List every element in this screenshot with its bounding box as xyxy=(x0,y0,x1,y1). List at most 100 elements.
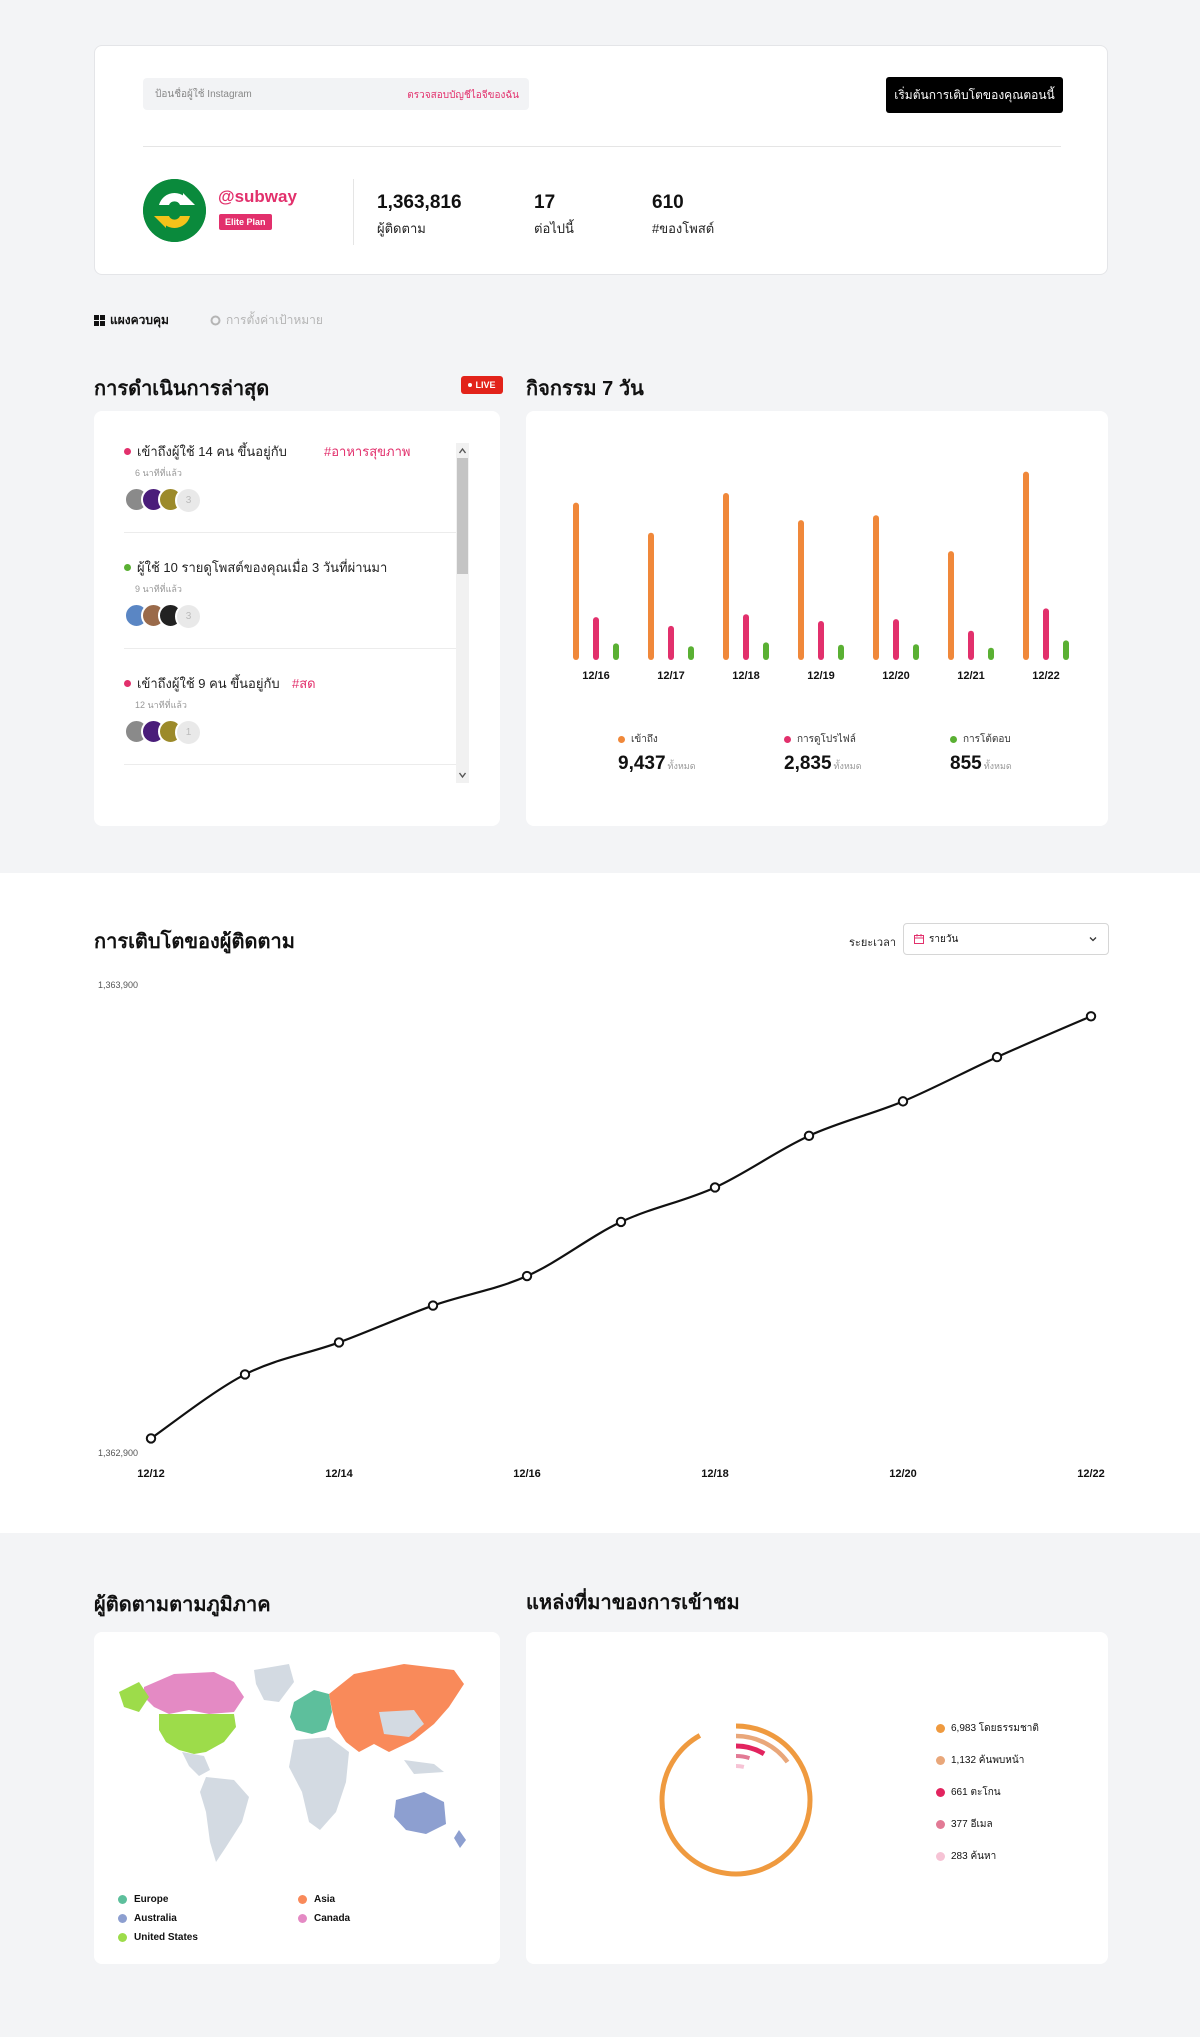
radial-arc[interactable] xyxy=(735,1733,790,1764)
divider xyxy=(124,764,469,765)
legend-united-states: United States xyxy=(118,1932,198,1943)
profile-handle: @subway xyxy=(218,187,297,206)
legend-dot xyxy=(784,736,791,743)
tab-dashboard[interactable]: แผงควบคุม xyxy=(94,311,169,330)
radial-arc[interactable] xyxy=(659,1723,813,1877)
x-tick-label: 12/20 xyxy=(882,670,910,681)
source-label: 283 ค้นหา xyxy=(951,1851,997,1862)
profile-card: ตรวจสอบบัญชีไอจีของฉัน เริ่มต้นการเติบโต… xyxy=(94,45,1108,275)
legend-dot xyxy=(936,1724,945,1733)
legend-dot xyxy=(298,1895,307,1904)
map-region-usa xyxy=(159,1714,236,1754)
tab-target-settings[interactable]: การตั้งค่าเป้าหมาย xyxy=(210,311,323,330)
user-avatars: 3 xyxy=(124,603,419,630)
more-users-count[interactable]: 3 xyxy=(175,487,202,514)
instagram-username-input[interactable] xyxy=(155,78,385,110)
x-tick-label: 12/18 xyxy=(732,670,760,681)
user-avatars: 3 xyxy=(124,487,419,514)
activity-scrollbar[interactable] xyxy=(456,443,469,783)
source-shoutout: 661 ตะโกน xyxy=(936,1785,1001,1800)
source-label: 661 ตะโกน xyxy=(951,1787,1001,1798)
map-region-canada xyxy=(144,1672,244,1714)
verify-account-link[interactable]: ตรวจสอบบัญชีไอจีของฉัน xyxy=(407,90,519,101)
data-point[interactable] xyxy=(709,1182,721,1193)
x-tick-label: 12/18 xyxy=(701,1468,729,1480)
traffic-title: แหล่งที่มาของการเข้าชม xyxy=(526,1592,740,1614)
legend-interactions: การโต้ตอบ xyxy=(950,732,1011,747)
region-title: ผู้ติดตามตามภูมิภาค xyxy=(94,1594,271,1616)
avatar xyxy=(143,179,206,242)
source-label: 377 อีเมล xyxy=(951,1819,993,1830)
data-point[interactable] xyxy=(615,1216,627,1228)
start-growth-button[interactable]: เริ่มต้นการเติบโตของคุณตอนนี้ xyxy=(886,77,1063,113)
legend-label: United States xyxy=(134,1932,198,1943)
weekly-title: กิจกรรม 7 วัน xyxy=(526,378,644,400)
range-select[interactable]: รายวัน xyxy=(903,923,1109,955)
x-tick-label: 12/14 xyxy=(325,1468,353,1480)
legend-asia: Asia xyxy=(298,1894,335,1905)
more-users-count[interactable]: 3 xyxy=(175,603,202,630)
status-dot xyxy=(124,448,131,455)
scroll-thumb xyxy=(457,458,468,574)
legend-dot xyxy=(936,1788,945,1797)
divider xyxy=(124,648,469,649)
radial-arc[interactable] xyxy=(735,1764,745,1769)
data-point[interactable] xyxy=(333,1337,345,1348)
legend-total: 855 ทั้งหมด xyxy=(950,753,1012,775)
more-users-count[interactable]: 1 xyxy=(175,719,202,746)
weekly-bar-chart: 12/16 12/17 12/18 12/19 12/20 12/21 12/22 xyxy=(573,471,1069,681)
hashtag-link[interactable]: #อาหารสุขภาพ xyxy=(324,444,411,459)
scroll-down-icon xyxy=(458,772,467,779)
activity-label: ผู้ใช้ 10 รายดูโพสต์ของคุณเมื่อ 3 วันที่… xyxy=(137,560,388,575)
status-dot xyxy=(124,680,131,687)
legend-dot xyxy=(118,1914,127,1923)
region-card: Europe Asia Australia Canada United Stat… xyxy=(94,1632,500,1964)
y-min-label: 1,362,900 xyxy=(98,1448,138,1458)
dashboard-icon xyxy=(94,315,105,326)
data-point[interactable] xyxy=(991,1051,1003,1063)
radial-arc[interactable] xyxy=(735,1754,751,1761)
legend-total-sub: ทั้งหมด xyxy=(983,761,1012,771)
data-point[interactable] xyxy=(239,1369,251,1380)
activity-text: ผู้ใช้ 10 รายดูโพสต์ของคุณเมื่อ 3 วันที่… xyxy=(124,557,419,578)
data-point[interactable] xyxy=(803,1130,815,1142)
stat-value: 610 xyxy=(652,192,684,213)
activity-card: เข้าถึงผู้ใช้ 14 คน ขึ้นอยู่กับ #อาหารสุ… xyxy=(94,411,500,826)
data-point[interactable] xyxy=(521,1270,533,1282)
data-point[interactable] xyxy=(427,1300,439,1311)
source-organic: 6,983 โดยธรรมชาติ xyxy=(936,1721,1039,1736)
legend-label: การโต้ตอบ xyxy=(963,734,1011,745)
x-tick-label: 12/20 xyxy=(889,1468,917,1480)
radial-arc[interactable] xyxy=(735,1743,766,1757)
legend-total: 9,437 ทั้งหมด xyxy=(618,753,696,775)
traffic-radial-chart xyxy=(659,1723,813,1877)
world-map[interactable] xyxy=(114,1652,480,1872)
divider xyxy=(353,179,354,245)
legend-reach: เข้าถึง xyxy=(618,732,658,747)
legend-dot xyxy=(936,1820,945,1829)
data-point[interactable] xyxy=(145,1433,157,1444)
growth-series-line xyxy=(150,1015,1092,1440)
hashtag-link[interactable]: #สด xyxy=(292,676,316,691)
activity-label: เข้าถึงผู้ใช้ 14 คน ขึ้นอยู่กับ xyxy=(137,444,287,459)
stat-value: 1,363,816 xyxy=(377,192,462,213)
x-tick-label: 12/16 xyxy=(513,1468,541,1480)
legend-total: 2,835 ทั้งหมด xyxy=(784,753,862,775)
stat-label: #ของโพสต์ xyxy=(652,221,715,236)
activity-item: ผู้ใช้ 10 รายดูโพสต์ของคุณเมื่อ 3 วันที่… xyxy=(124,557,419,630)
growth-section: การเติบโตของผู้ติดตาม ระยะเวลา รายวัน 1,… xyxy=(0,873,1200,1533)
legend-label: เข้าถึง xyxy=(631,734,658,745)
source-label: 1,132 ค้นพบหน้า xyxy=(951,1755,1025,1766)
legend-total-sub: ทั้งหมด xyxy=(667,761,696,771)
growth-line-chart: 1,363,900 1,362,900 12/12 12/14 12/16 12/18… xyxy=(98,980,1105,1480)
data-point[interactable] xyxy=(1085,1011,1097,1022)
target-icon xyxy=(210,315,221,326)
activity-text: เข้าถึงผู้ใช้ 9 คน ขึ้นอยู่กับ xyxy=(124,673,419,694)
weekly-card: 12/16 12/17 12/18 12/19 12/20 12/21 12/22 เข้า… xyxy=(526,411,1108,826)
status-dot xyxy=(124,564,131,571)
live-label: LIVE xyxy=(475,380,496,390)
source-discover: 1,132 ค้นพบหน้า xyxy=(936,1753,1024,1768)
data-point[interactable] xyxy=(897,1096,909,1107)
y-max-label: 1,363,900 xyxy=(98,980,138,990)
legend-label: Europe xyxy=(134,1894,169,1905)
